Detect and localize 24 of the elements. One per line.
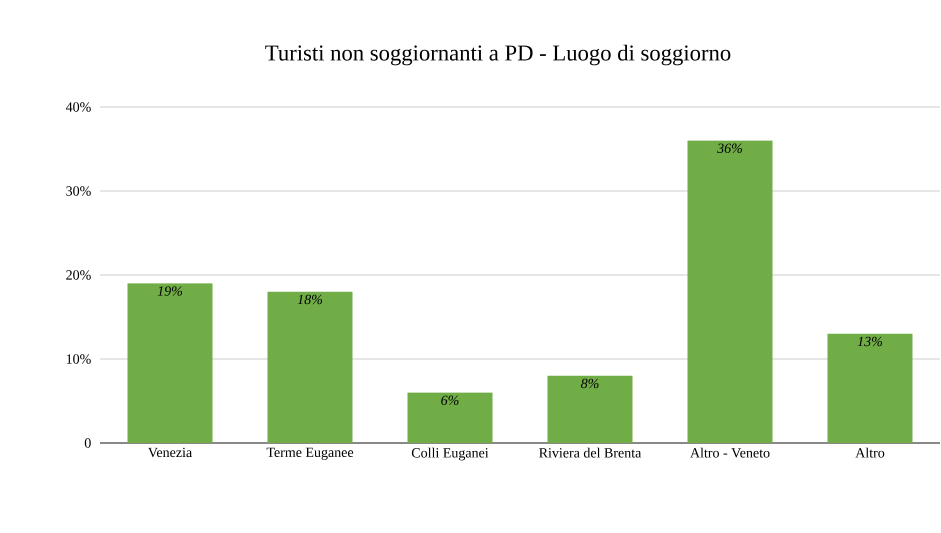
y-tick-label: 0 [84, 438, 91, 448]
bar [688, 140, 772, 443]
bar [828, 334, 912, 443]
y-tick-label: 30% [66, 186, 91, 196]
x-tick-label: Altro [855, 448, 884, 458]
x-tick-label: Colli Euganei [412, 448, 488, 460]
data-label: 19% [158, 286, 182, 296]
y-tick-label: 10% [66, 354, 91, 364]
data-label: 18% [298, 294, 322, 304]
x-tick-label: Riviera del Brenta [539, 448, 642, 458]
x-tick-label: Terme Euganee [266, 448, 354, 460]
data-label: 13% [858, 336, 882, 346]
data-label: 6% [441, 396, 459, 406]
bar [408, 392, 493, 443]
data-label: 36% [717, 144, 742, 154]
y-tick-label: 40% [66, 102, 91, 112]
y-tick-label: 20% [66, 270, 91, 280]
chart-title: Turisti non soggiornanti a PD - Luogo di soggiorno [265, 44, 730, 66]
x-tick-label: Altro - Veneto [690, 448, 770, 458]
x-tick-label: Venezia [148, 448, 192, 458]
bar [128, 283, 213, 443]
bar [548, 376, 633, 443]
data-label: 8% [580, 378, 599, 388]
bar [268, 292, 353, 443]
